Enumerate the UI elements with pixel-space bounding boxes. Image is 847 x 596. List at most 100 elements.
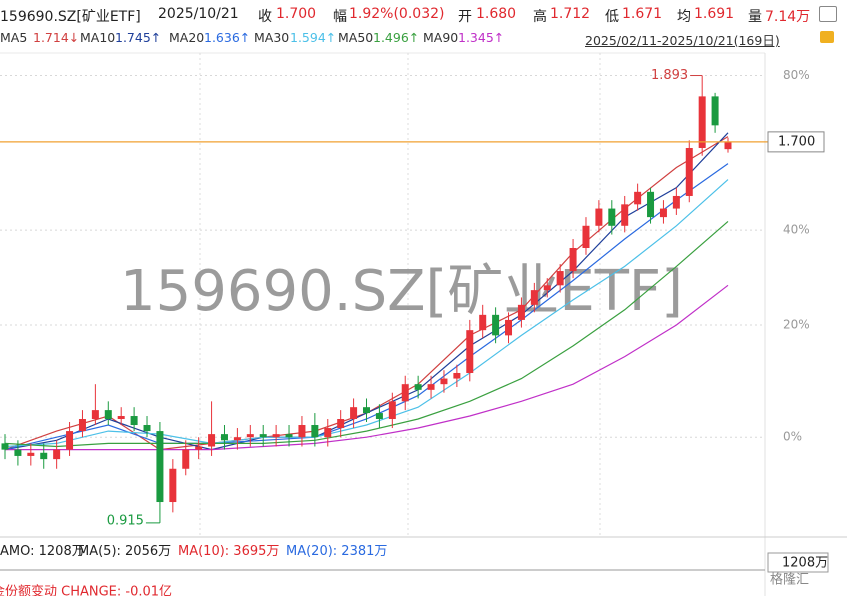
candle-body — [66, 431, 74, 450]
legend-name: MA50 — [338, 30, 374, 45]
field-value: 1.680 — [476, 6, 517, 22]
legend-value: 1.496↑ — [373, 30, 420, 45]
candle-body — [401, 384, 409, 402]
candle-body — [208, 434, 216, 447]
candle-body — [1, 443, 9, 450]
candle-body — [595, 208, 603, 226]
candle-body — [375, 413, 383, 420]
field-label: 高 — [533, 9, 547, 25]
field-label: 低 — [605, 9, 619, 25]
candle-body — [285, 434, 293, 438]
legend-name: MA5 — [0, 30, 28, 45]
candle-body — [14, 449, 22, 456]
candle-body — [466, 330, 474, 373]
settings-icon[interactable] — [819, 6, 837, 22]
candle-body — [479, 314, 487, 331]
candle-body — [53, 449, 61, 460]
candle-body — [427, 384, 435, 390]
candle-body — [40, 452, 48, 460]
candle-body — [259, 434, 267, 438]
candle-body — [492, 314, 500, 336]
candle-body — [27, 452, 35, 456]
field-value: 1.700 — [276, 6, 317, 22]
field-label: 量 — [748, 9, 762, 25]
lock-icon[interactable] — [820, 31, 834, 43]
candle-body — [634, 191, 642, 205]
candle-body — [117, 416, 125, 420]
candle-body — [659, 208, 667, 218]
legend-value: 1.345↑ — [458, 30, 505, 45]
candle-body — [698, 96, 706, 148]
candle-body — [569, 247, 577, 272]
volume-stat: AMO: 1208万 — [0, 544, 85, 559]
candle-body — [530, 290, 538, 305]
candle-body — [169, 468, 177, 503]
candle-body — [363, 407, 370, 414]
candle-body — [621, 204, 629, 226]
field-value: 7.14万 — [765, 9, 811, 25]
ma-line — [4, 220, 729, 448]
date: 2025/10/21 — [158, 6, 239, 22]
candle-body — [143, 425, 151, 432]
candle-body — [324, 428, 332, 438]
candle-body — [130, 416, 138, 426]
y-tick-label: 20% — [783, 318, 810, 332]
volume-stat: MA(5): 2056万 — [78, 544, 172, 559]
candle-body — [337, 419, 345, 429]
low-label: 0.915 — [107, 513, 144, 528]
candle-body — [298, 425, 306, 438]
field-value: 1.712 — [550, 6, 591, 22]
legend-name: MA90 — [423, 30, 459, 45]
field-value: 1.92%(0.032) — [349, 6, 445, 22]
candle-body — [233, 437, 241, 441]
symbol: 159690.SZ[矿业ETF] — [0, 9, 141, 25]
candle-body — [543, 285, 551, 291]
candle-body — [711, 96, 719, 126]
legend-value: 1.745↑ — [115, 30, 162, 45]
candle-body — [672, 195, 680, 209]
y-tick-label: 80% — [783, 68, 810, 82]
field-label: 均 — [677, 9, 691, 25]
field-label: 收 — [258, 9, 272, 25]
legend-value: 1.714↓ — [33, 30, 80, 45]
candle-body — [647, 191, 655, 218]
candle-body — [556, 271, 564, 286]
candle-body — [724, 141, 732, 150]
candle-body — [272, 434, 280, 438]
brand: 格隆汇 — [770, 572, 809, 588]
ma-line — [4, 179, 729, 448]
candle-body — [453, 372, 461, 379]
volume-label-box — [767, 552, 829, 573]
legend-name: MA30 — [254, 30, 290, 45]
watermark: 159690.SZ[矿业ETF] — [120, 259, 683, 324]
legend-value: 1.594↑ — [290, 30, 337, 45]
candle-body — [246, 434, 254, 438]
candle-body — [195, 446, 203, 450]
high-label: 1.893 — [651, 68, 688, 83]
candle-body — [608, 208, 616, 226]
field-value: 1.671 — [622, 6, 663, 22]
candle-body — [104, 410, 112, 420]
candle-body — [311, 425, 319, 438]
candle-body — [414, 384, 422, 390]
candle-body — [182, 449, 190, 469]
candle-body — [78, 419, 86, 432]
candle-body — [220, 434, 228, 441]
y-tick-label: 0% — [783, 430, 802, 444]
candle-body — [517, 304, 525, 320]
candle-body — [505, 319, 513, 336]
candle-body — [156, 431, 164, 503]
date-range: 2025/02/11-2025/10/21(169日) — [585, 33, 780, 48]
volume-stat: MA(10): 3695万 — [178, 544, 280, 559]
ma-line — [5, 284, 729, 451]
legend-name: MA10 — [80, 30, 116, 45]
candle-body — [388, 401, 396, 420]
y-tick-label: 40% — [783, 223, 810, 237]
legend-name: MA20 — [169, 30, 205, 45]
last-price-label: 1.700 — [778, 134, 815, 149]
candle-body — [440, 378, 448, 385]
legend-value: 1.636↑ — [204, 30, 251, 45]
candle-body — [582, 225, 590, 248]
field-label: 开 — [458, 9, 472, 25]
